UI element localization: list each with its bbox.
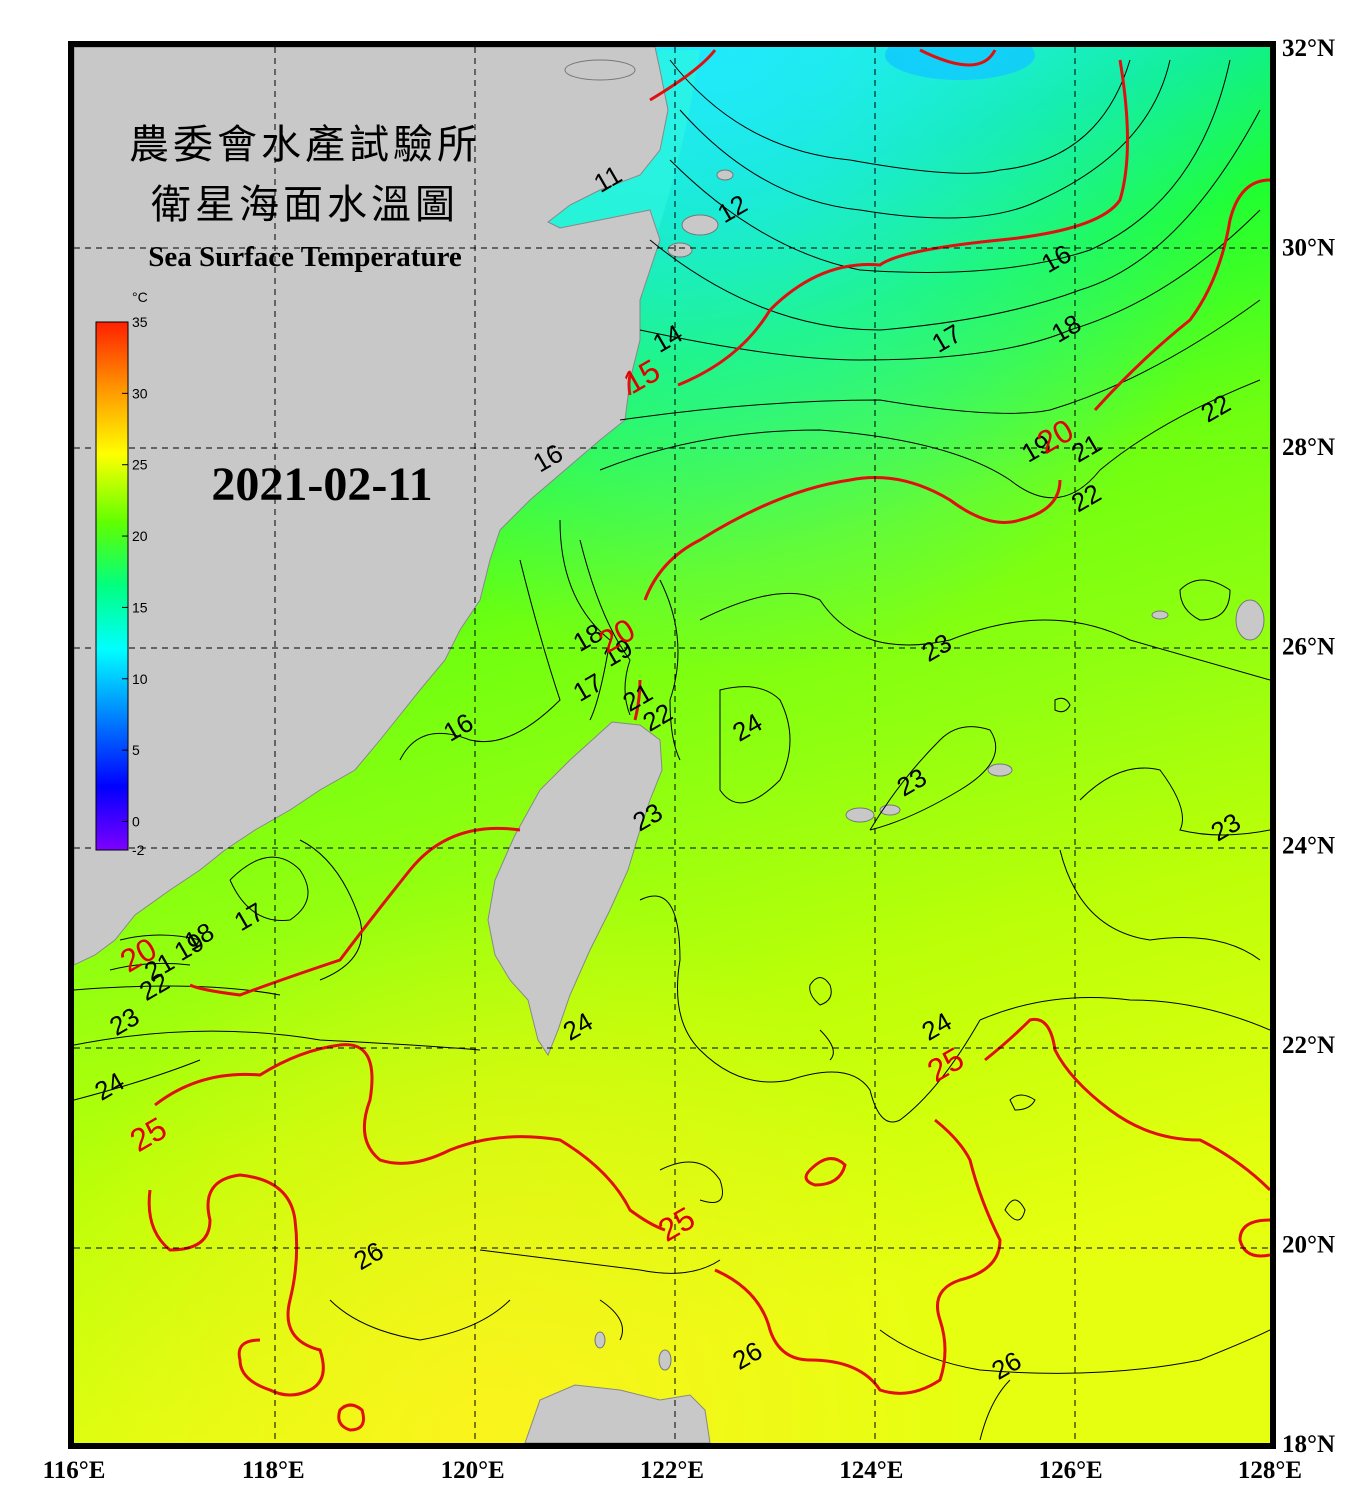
- date-label: 2021-02-11: [211, 458, 432, 511]
- lon-label: 118°E: [242, 1457, 305, 1484]
- lat-label: 32°N: [1282, 35, 1335, 62]
- islands: [564, 59, 1265, 1371]
- colorbar-tick-label: 5: [132, 742, 140, 758]
- colorbar-tick-label: 0: [132, 813, 140, 829]
- land-taiwan: [487, 721, 663, 1057]
- title-line2: 衛星海面水溫圖: [151, 182, 459, 228]
- colorbar-tick-label: 30: [132, 385, 148, 401]
- graticule: [74, 47, 1270, 1443]
- lat-label: 24°N: [1282, 833, 1335, 860]
- colorbar-tick-label: 10: [132, 671, 148, 687]
- lat-label: 20°N: [1282, 1232, 1335, 1259]
- lat-label: 22°N: [1282, 1032, 1335, 1059]
- land-mainland-china: [74, 47, 669, 966]
- lat-label: 28°N: [1282, 434, 1335, 461]
- lon-label: 126°E: [1039, 1457, 1103, 1484]
- lon-label: 120°E: [441, 1457, 505, 1484]
- colorbar-unit: °C: [132, 289, 148, 305]
- lat-label: 26°N: [1282, 633, 1335, 660]
- red-isotherms: [147, 48, 1270, 1432]
- longitude-labels: 116°E 118°E 120°E 122°E 124°E 126°E 128°E: [43, 1457, 1302, 1484]
- title-english: Sea Surface Temperature: [148, 241, 462, 273]
- colorbar-tick-label: 20: [132, 528, 148, 544]
- lon-label: 116°E: [43, 1457, 106, 1484]
- lat-label: 18°N: [1282, 1431, 1335, 1458]
- colorbar-tick-label: 35: [132, 314, 148, 330]
- map-frame: [68, 41, 1276, 1449]
- lat-label: 30°N: [1282, 234, 1335, 261]
- lon-label: 122°E: [640, 1457, 704, 1484]
- latitude-labels: 32°N 30°N 28°N 26°N 24°N 22°N 20°N 18°N: [1282, 35, 1335, 1458]
- colorbar: °C 35 30 25 20 15 10 5 0 -2: [95, 289, 148, 858]
- colorbar-tick-label: -2: [132, 842, 145, 858]
- colorbar-tick-label: 25: [132, 457, 148, 473]
- lon-label: 124°E: [839, 1457, 903, 1484]
- title-line1: 農委會水產試驗所: [129, 122, 481, 168]
- colorbar-bar: [95, 321, 129, 851]
- land-luzon: [524, 1384, 711, 1443]
- colorbar-tick-label: 15: [132, 599, 148, 615]
- lon-label: 128°E: [1238, 1457, 1302, 1484]
